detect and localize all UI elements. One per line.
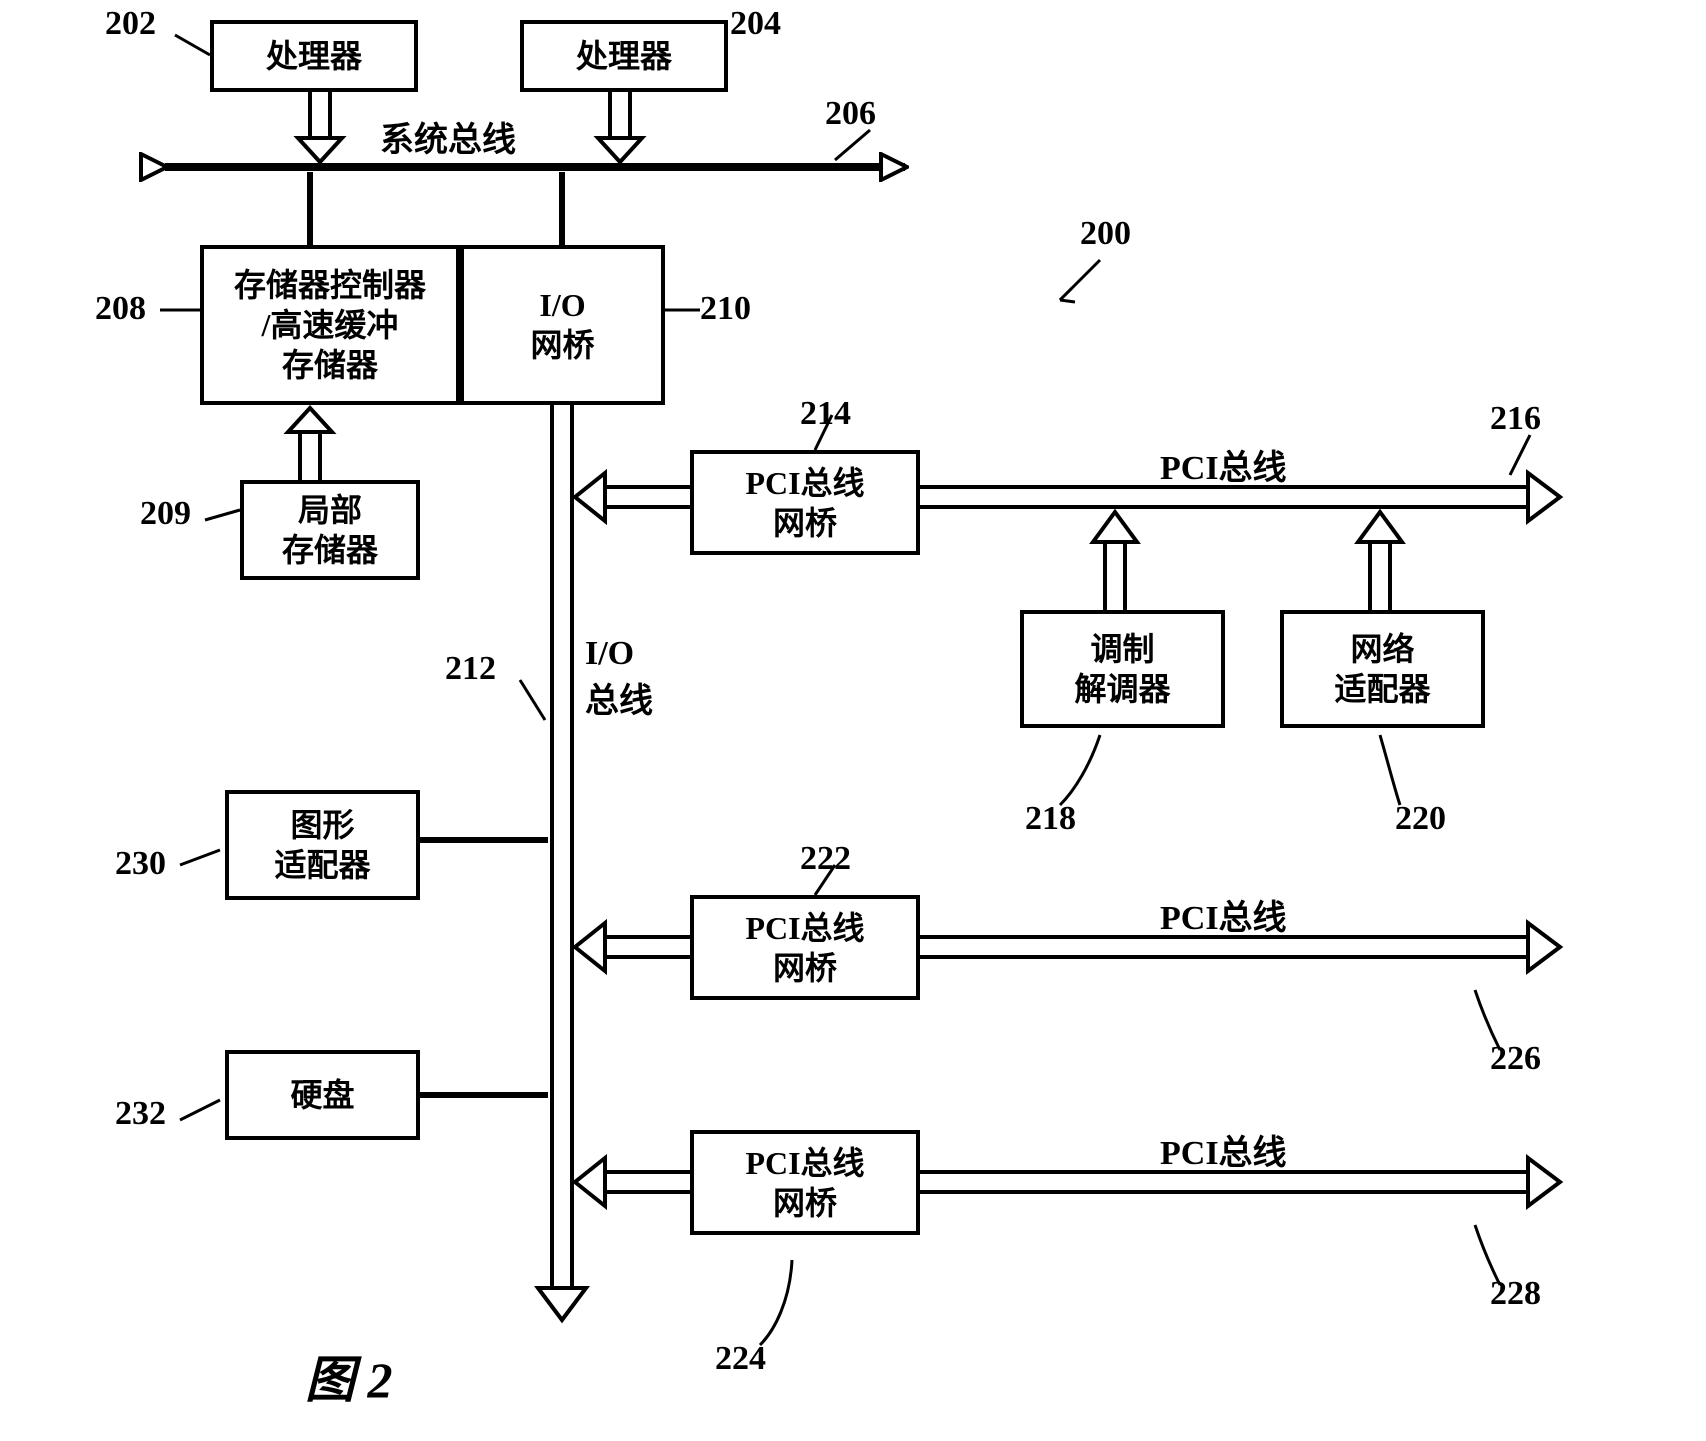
ref-224: 224 (715, 1340, 766, 1378)
ref-218: 218 (1025, 800, 1076, 838)
block-hdd: 硬盘 (225, 1050, 420, 1140)
block-processor-2: 处理器 (520, 20, 728, 92)
ref-209: 209 (140, 495, 191, 533)
figure-label: 图 2 (305, 1340, 393, 1412)
memctl-label: 存储器控制器 /高速缓冲 存储器 (234, 265, 426, 385)
block-gfx: 图形 适配器 (225, 790, 420, 900)
modem-to-pcibus (1093, 512, 1137, 610)
proc2-label: 处理器 (576, 36, 672, 76)
ref-212: 212 (445, 650, 496, 688)
block-iobridge: I/O 网桥 (460, 245, 665, 405)
iobus-to-pcib1 (575, 473, 690, 521)
ref-220: 220 (1395, 800, 1446, 838)
iobus-to-pcib2 (575, 923, 690, 971)
gfx-label: 图形 适配器 (274, 805, 370, 885)
iobridge-label: I/O 网桥 (530, 285, 594, 365)
block-modem: 调制 解调器 (1020, 610, 1225, 728)
pcibus2-label: PCI总线 (1160, 890, 1287, 939)
pcib1-label: PCI总线 网桥 (745, 463, 864, 543)
ref-206: 206 (825, 95, 876, 133)
block-memctl: 存储器控制器 /高速缓冲 存储器 (200, 245, 460, 405)
block-localmem: 局部 存储器 (240, 480, 420, 580)
netadp-label: 网络 适配器 (1334, 629, 1430, 709)
ref-208: 208 (95, 290, 146, 328)
pcibus1-label: PCI总线 (1160, 440, 1287, 489)
proc1-to-sysbus (298, 92, 342, 162)
ref-200: 200 (1080, 215, 1131, 253)
modem-label: 调制 解调器 (1074, 629, 1170, 709)
pcib2-label: PCI总线 网桥 (745, 908, 864, 988)
iobus-to-pcib3 (575, 1158, 690, 1206)
io-bus (538, 402, 586, 1320)
ref-228: 228 (1490, 1275, 1541, 1313)
ref-230: 230 (115, 845, 166, 883)
block-processor-1: 处理器 (210, 20, 418, 92)
localmem-to-memctl (288, 408, 332, 480)
iobus-label: I/O 总线 (585, 635, 653, 722)
pcibus3-label: PCI总线 (1160, 1125, 1287, 1174)
ref-210: 210 (700, 290, 751, 328)
block-pcib3: PCI总线 网桥 (690, 1130, 920, 1235)
pcib3-label: PCI总线 网桥 (745, 1143, 864, 1223)
block-pcib2: PCI总线 网桥 (690, 895, 920, 1000)
ref-226: 226 (1490, 1040, 1541, 1078)
localmem-label: 局部 存储器 (282, 490, 378, 570)
ref-214: 214 (800, 395, 851, 433)
block-pcib1: PCI总线 网桥 (690, 450, 920, 555)
ref-232: 232 (115, 1095, 166, 1133)
ref-204: 204 (730, 5, 781, 43)
sysbus-label: 系统总线 (380, 112, 516, 161)
hdd-label: 硬盘 (290, 1075, 354, 1115)
proc1-label: 处理器 (266, 36, 362, 76)
proc2-to-sysbus (598, 92, 642, 162)
ref-216: 216 (1490, 400, 1541, 438)
ref-222: 222 (800, 840, 851, 878)
ref-202: 202 (105, 5, 156, 43)
netadp-to-pcibus (1358, 512, 1402, 610)
block-netadapter: 网络 适配器 (1280, 610, 1485, 728)
